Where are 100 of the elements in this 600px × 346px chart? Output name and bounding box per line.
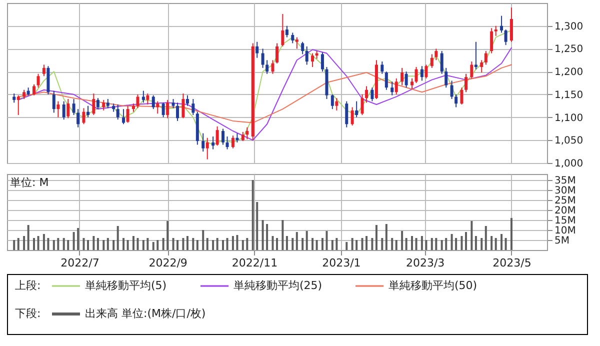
- candlestick: [126, 105, 130, 124]
- candlestick: [490, 28, 494, 54]
- bar: [166, 221, 169, 250]
- y-tick-label: 25M: [554, 196, 576, 206]
- legend-label: 出来高 単位:(M株/口/枚): [85, 307, 206, 320]
- bar: [152, 242, 154, 250]
- candlestick: [106, 98, 110, 109]
- bar: [122, 238, 125, 250]
- candlestick: [222, 128, 224, 146]
- bar: [33, 238, 35, 250]
- bar: [504, 238, 507, 250]
- candlestick: [16, 94, 20, 116]
- bar: [262, 220, 264, 250]
- candlestick: [62, 100, 66, 120]
- bar: [292, 238, 294, 250]
- x-tick-label: 2022/9: [148, 256, 188, 270]
- candlestick: [330, 94, 334, 110]
- bar: [366, 236, 368, 250]
- bar: [172, 238, 174, 250]
- bar: [202, 230, 204, 250]
- bar: [162, 238, 164, 250]
- bar: [361, 238, 364, 250]
- candlestick: [370, 87, 374, 102]
- bar: [132, 236, 134, 250]
- y-tick-label: 30M: [554, 186, 576, 196]
- bar: [27, 225, 30, 250]
- candlestick: [246, 126, 249, 140]
- bar: [47, 238, 50, 250]
- bar: [106, 238, 109, 250]
- bar: [87, 240, 89, 250]
- y-tick-label: 1,300: [554, 21, 584, 32]
- y-tick-label: 5M: [554, 236, 570, 246]
- bar: [430, 238, 433, 250]
- bar: [252, 180, 254, 250]
- bar: [420, 236, 423, 250]
- legend-title: 上段:: [15, 279, 41, 292]
- y-tick-label: 1,200: [554, 67, 584, 78]
- bar: [182, 238, 184, 250]
- bar: [474, 236, 477, 250]
- bar: [440, 240, 443, 250]
- bar: [13, 240, 16, 250]
- x-tick-label: 2022/11: [232, 256, 278, 270]
- bar: [196, 240, 198, 250]
- candlestick: [500, 15, 504, 34]
- candlestick: [66, 98, 70, 119]
- candlestick: [96, 98, 100, 110]
- bar: [425, 240, 428, 250]
- x-tick-label: 2022/7: [60, 256, 100, 270]
- candlestick: [56, 100, 60, 118]
- bar: [286, 236, 288, 250]
- bar: [67, 240, 70, 250]
- line-series: [18, 47, 512, 141]
- y-tick-label: 1,000: [554, 158, 584, 170]
- y-tick-label: 1,050: [554, 136, 584, 147]
- legend-label: 単純移動平均(25): [234, 279, 322, 292]
- candlestick: [192, 98, 195, 116]
- legend-label: 単純移動平均(5): [85, 279, 167, 292]
- candlestick: [261, 48, 264, 68]
- bar: [92, 236, 95, 250]
- candlestick: [291, 32, 294, 44]
- bar: [246, 238, 248, 250]
- candlestick: [494, 25, 498, 36]
- candlestick: [122, 108, 126, 125]
- bar: [222, 240, 224, 250]
- candlestick: [52, 90, 56, 114]
- line-series: [18, 64, 512, 124]
- candlestick: [206, 137, 209, 160]
- bar: [62, 238, 65, 250]
- candlestick: [276, 42, 278, 64]
- candlestick: [281, 13, 284, 47]
- candlestick: [32, 84, 36, 96]
- candlestick: [166, 99, 170, 119]
- candlestick: [320, 52, 324, 72]
- bar: [356, 240, 358, 250]
- candlestick: [305, 46, 308, 66]
- candlestick: [444, 67, 448, 88]
- bar: [480, 238, 483, 250]
- bar: [490, 236, 493, 250]
- bar: [375, 225, 378, 250]
- candlestick: [474, 41, 478, 70]
- candlestick: [460, 87, 464, 105]
- bar: [37, 236, 40, 250]
- bar: [206, 238, 208, 250]
- bar: [57, 238, 60, 250]
- bar: [236, 235, 238, 250]
- y-tick-label: 10M: [554, 226, 576, 236]
- candlestick: [434, 48, 438, 61]
- candlestick: [86, 105, 90, 118]
- bar: [82, 238, 85, 250]
- candlestick: [186, 94, 189, 106]
- bar: [96, 238, 99, 250]
- candlestick: [22, 89, 26, 100]
- candlestick: [390, 81, 394, 96]
- bar: [156, 240, 159, 250]
- bar: [445, 238, 448, 250]
- candlestick: [384, 71, 388, 90]
- candlestick: [510, 7, 513, 42]
- bar: [351, 238, 354, 250]
- bar: [455, 238, 458, 250]
- candlestick: [345, 100, 348, 128]
